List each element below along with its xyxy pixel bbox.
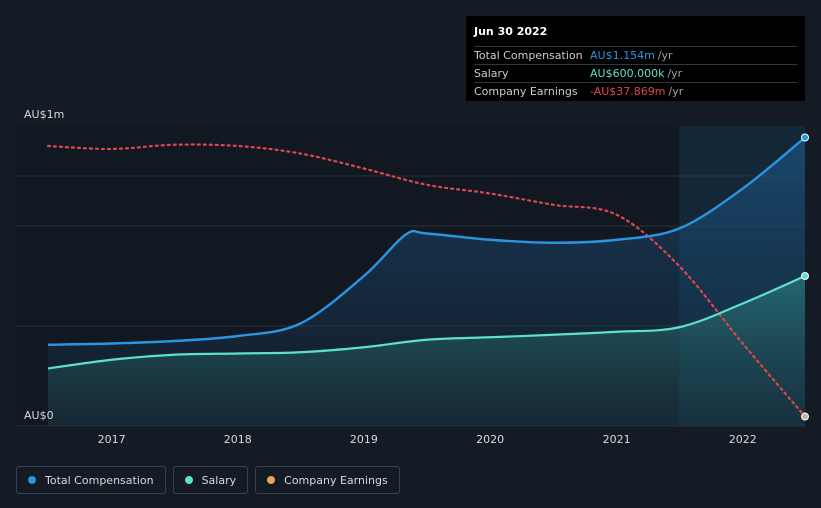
legend-item-salary[interactable]: Salary (172, 466, 249, 494)
tooltip-row-earnings: Company Earnings -AU$37.869m /yr (474, 82, 797, 100)
tooltip-date: Jun 30 2022 (474, 25, 548, 38)
tooltip-value: AU$600.000k (590, 67, 665, 80)
legend-item-total-compensation[interactable]: Total Compensation (16, 466, 166, 494)
tooltip-row-salary: Salary AU$600.000k /yr (474, 64, 797, 82)
tooltip-label: Company Earnings (474, 85, 578, 98)
legend: Total Compensation Salary Company Earnin… (16, 466, 407, 494)
tooltip-label: Salary (474, 67, 509, 80)
total-compensation-line (47, 136, 806, 346)
legend-item-company-earnings[interactable]: Company Earnings (255, 466, 400, 494)
x-tick-label: 2021 (603, 433, 631, 446)
x-tick-label: 2018 (224, 433, 252, 446)
legend-label: Salary (201, 473, 237, 487)
legend-dot-icon (267, 476, 276, 484)
salary-area (48, 276, 805, 426)
company-earnings-line (46, 143, 807, 418)
tooltip-panel: Jun 30 2022 Total Compensation AU$1.154m… (466, 16, 805, 101)
legend-label: Company Earnings (284, 473, 388, 487)
x-tick-label: 2022 (729, 433, 757, 446)
legend-label: Total Compensation (45, 473, 154, 487)
tooltip-unit: /yr (668, 85, 684, 98)
tooltip-value: AU$1.154m (590, 49, 655, 62)
tooltip-label: Total Compensation (474, 49, 583, 62)
legend-dot-icon (184, 476, 193, 484)
tooltip-row-total: Total Compensation AU$1.154m /yr (474, 46, 797, 64)
salary-marker (801, 272, 809, 280)
tooltip-unit: /yr (657, 49, 673, 62)
total-compensation-marker (801, 133, 809, 142)
x-tick-label: 2019 (350, 433, 378, 446)
tooltip-unit: /yr (667, 67, 683, 80)
x-tick-label: 2017 (98, 433, 126, 446)
y-tick-label: AU$1m (24, 108, 64, 121)
salary-line (47, 274, 806, 370)
legend-dot-icon (28, 476, 36, 484)
tooltip-value: -AU$37.869m (590, 85, 666, 98)
company-earnings-marker (801, 412, 809, 421)
y-tick-label: AU$0 (24, 409, 54, 422)
x-tick-label: 2020 (476, 433, 504, 446)
